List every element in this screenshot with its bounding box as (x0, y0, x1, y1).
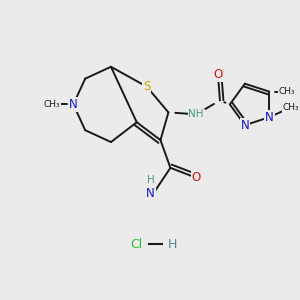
Text: CH₃: CH₃ (283, 103, 299, 112)
Text: NH: NH (188, 109, 204, 119)
Text: H: H (168, 238, 177, 250)
Text: O: O (213, 68, 223, 81)
Text: CH₃: CH₃ (279, 87, 296, 96)
Text: CH₃: CH₃ (43, 100, 60, 109)
Text: O: O (191, 171, 201, 184)
Text: N: N (69, 98, 78, 111)
Text: N: N (241, 119, 249, 132)
Text: S: S (143, 80, 150, 93)
Text: N: N (146, 187, 155, 200)
Text: Cl: Cl (130, 238, 143, 250)
Text: H: H (147, 175, 154, 185)
Text: N: N (265, 111, 274, 124)
